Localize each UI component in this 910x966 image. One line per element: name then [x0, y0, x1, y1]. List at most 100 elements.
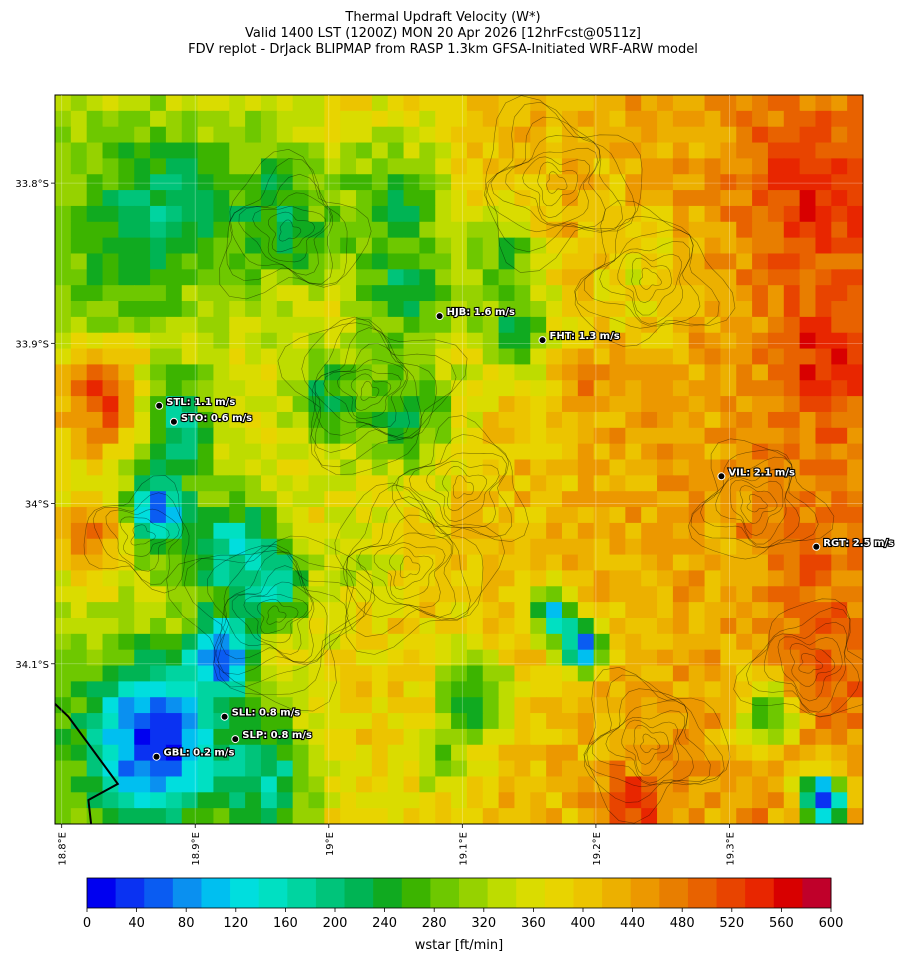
heatmap-cell: [55, 633, 72, 651]
heatmap-cell: [308, 269, 325, 286]
heatmap-cell: [466, 332, 484, 350]
heatmap-cell: [736, 697, 753, 714]
station-slp[interactable]: SLP: 0.8 m/s: [231, 729, 313, 744]
station-rgt[interactable]: RGT: 2.5 m/s: [812, 537, 895, 551]
station-vil[interactable]: VIL: 2.1 m/s: [717, 466, 796, 481]
heatmap-cell: [308, 316, 325, 334]
heatmap-cell: [704, 681, 722, 698]
heatmap-cell: [245, 665, 262, 682]
heatmap-cell: [704, 443, 722, 461]
heatmap-cell: [229, 95, 246, 112]
heatmap-cell: [672, 174, 690, 191]
heatmap-cell: [308, 301, 325, 318]
heatmap-cell: [86, 507, 104, 524]
heatmap-cell: [197, 316, 215, 334]
contour-line: [83, 475, 190, 594]
heatmap-cell: [70, 237, 88, 255]
heatmap-cell: [704, 538, 722, 556]
heatmap-cell: [783, 760, 801, 778]
station-stl[interactable]: STL: 1.1 m/s: [155, 396, 236, 410]
heatmap-cell: [102, 792, 119, 809]
heatmap-cell: [276, 301, 294, 318]
heatmap-cell: [625, 396, 642, 413]
heatmap-cell: [577, 332, 595, 350]
station-gbl[interactable]: GBL: 0.2 m/s: [152, 747, 236, 761]
heatmap-cell: [435, 522, 452, 540]
heatmap-cell: [213, 602, 230, 619]
heatmap-cell: [625, 364, 642, 381]
heatmap-cell: [324, 396, 341, 413]
heatmap-cell: [197, 253, 215, 270]
heatmap-cell: [229, 760, 246, 778]
heatmap-cell: [609, 316, 626, 334]
heatmap-cell: [561, 538, 579, 556]
heatmap-cell: [530, 316, 547, 334]
heatmap-cell: [86, 586, 104, 603]
heatmap-cell: [340, 728, 357, 746]
heatmap-cell: [498, 744, 516, 762]
heatmap-cell: [118, 744, 135, 762]
heatmap-cell: [546, 221, 563, 239]
heatmap-cell: [736, 316, 753, 334]
station-sll[interactable]: SLL: 0.8 m/s: [220, 707, 301, 721]
heatmap-cell: [403, 237, 420, 255]
heatmap-cell: [688, 221, 706, 239]
heatmap-cell: [403, 665, 420, 682]
heatmap-cell: [181, 602, 199, 619]
heatmap-cell: [704, 649, 722, 667]
heatmap-cell: [118, 285, 135, 302]
heatmap-cell: [767, 348, 785, 366]
heatmap-cell: [55, 126, 72, 144]
heatmap-cell: [546, 253, 563, 270]
heatmap-cell: [181, 443, 199, 461]
heatmap-cell: [70, 507, 88, 524]
contour-line: [357, 532, 452, 608]
heatmap-cell: [783, 443, 801, 461]
heatmap-cell: [530, 649, 547, 667]
heatmap-cell: [403, 459, 420, 476]
heatmap-cell: [324, 126, 341, 144]
map-plot-area[interactable]: HJB: 1.6 m/s FHT: 1.3 m/s STL: 1.1 m/s STO:…: [54, 94, 895, 825]
heatmap-cell: [245, 348, 262, 366]
heatmap-cell: [245, 713, 262, 730]
heatmap-cell: [435, 443, 452, 461]
heatmap-cell: [435, 205, 452, 223]
heatmap-cell: [514, 681, 531, 698]
heatmap-cell: [752, 380, 769, 397]
heatmap-cell: [688, 396, 706, 413]
heatmap-cell: [577, 665, 595, 682]
station-hjb[interactable]: HJB: 1.6 m/s: [435, 306, 516, 321]
heatmap-cell: [641, 316, 658, 334]
heatmap-cell: [514, 443, 531, 461]
heatmap-cell: [70, 760, 88, 778]
heatmap-cell: [260, 507, 278, 524]
heatmap-cell: [387, 285, 405, 302]
station-sto[interactable]: STO: 0.6 m/s: [169, 412, 253, 426]
heatmap-cell: [118, 411, 135, 429]
heatmap-cell: [260, 728, 278, 746]
heatmap-cell: [435, 221, 452, 239]
heatmap-cell: [688, 174, 706, 191]
heatmap-cell: [498, 538, 516, 556]
heatmap-cell: [752, 126, 769, 144]
heatmap-cell: [482, 158, 500, 175]
heatmap-cell: [165, 459, 183, 476]
heatmap-cell: [134, 443, 151, 461]
heatmap-cell: [292, 760, 310, 778]
heatmap-cell: [720, 95, 737, 112]
heatmap-cell: [831, 808, 848, 824]
heatmap-cell: [546, 507, 563, 524]
heatmap-cell: [197, 554, 215, 572]
station-fht[interactable]: FHT: 1.3 m/s: [538, 330, 621, 345]
heatmap-cell: [324, 760, 341, 778]
heatmap-cell: [799, 459, 817, 476]
heatmap-cell: [577, 158, 595, 175]
heatmap-cell: [815, 586, 832, 603]
heatmap-cell: [150, 507, 167, 524]
heatmap-cell: [197, 713, 215, 730]
heatmap-cell: [530, 713, 547, 730]
heatmap-cell: [86, 95, 104, 112]
heatmap-cell: [150, 301, 167, 318]
heatmap-cell: [150, 760, 167, 778]
heatmap-cell: [783, 491, 801, 508]
